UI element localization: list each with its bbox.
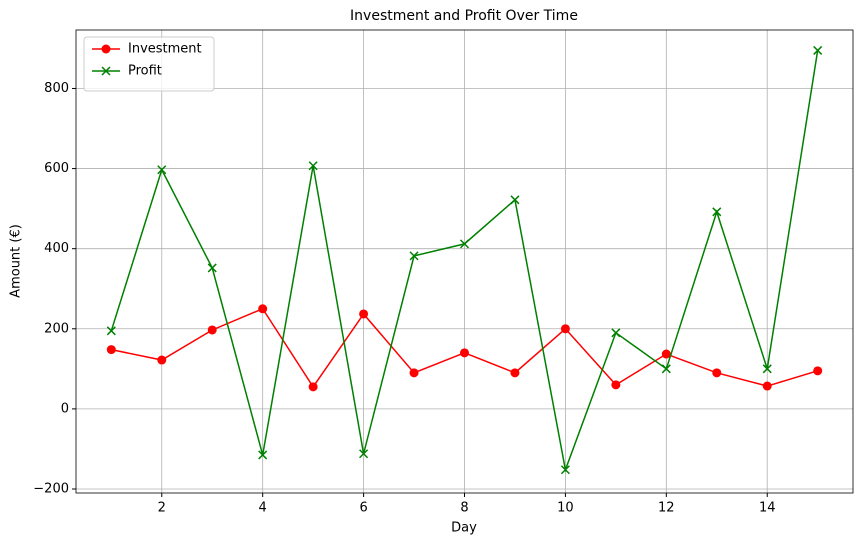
marker: [510, 368, 520, 378]
marker: [258, 450, 268, 460]
marker: [106, 345, 116, 355]
x-tick-label: 10: [557, 501, 574, 516]
marker: [813, 45, 823, 55]
marker: [258, 304, 268, 314]
marker: [459, 239, 470, 249]
y-tick-label: −200: [33, 481, 69, 496]
marker: [762, 381, 772, 391]
marker: [611, 328, 621, 338]
plot-frame: [75, 29, 854, 494]
marker: [101, 66, 111, 76]
marker: [560, 324, 570, 334]
x-tick-label: 8: [460, 501, 468, 516]
x-tick-label: 12: [658, 501, 675, 516]
y-tick-label: 200: [44, 321, 69, 336]
marker: [359, 449, 369, 459]
marker: [813, 366, 823, 376]
marker: [611, 380, 621, 390]
marker: [409, 368, 419, 378]
marker: [157, 355, 167, 365]
marker: [207, 325, 217, 335]
x-tick-label: 2: [158, 501, 166, 516]
marker: [157, 165, 167, 175]
x-tick-label: 4: [259, 501, 267, 516]
marker: [207, 263, 217, 273]
y-tick-label: 400: [44, 241, 69, 256]
x-tick-label: 6: [359, 501, 367, 516]
legend: Investment Profit: [83, 36, 215, 92]
chart-title: Investment and Profit Over Time: [350, 8, 578, 24]
marker: [510, 195, 520, 205]
x-tick-label: 14: [759, 501, 776, 516]
marker: [409, 251, 419, 261]
legend-label: Profit: [128, 64, 162, 79]
marker: [762, 364, 772, 374]
marker: [712, 368, 722, 378]
marker: [712, 207, 722, 217]
x-axis-label: Day: [451, 521, 477, 536]
legend-box: [83, 36, 215, 92]
marker: [106, 326, 116, 336]
marker: [661, 349, 671, 359]
marker: [560, 465, 570, 475]
marker: [101, 44, 111, 54]
legend-label: Investment: [128, 42, 202, 57]
y-tick-label: 0: [61, 401, 69, 416]
y-axis-label: Amount (€): [9, 224, 24, 298]
y-tick-label: 800: [44, 81, 69, 96]
y-tick-label: 600: [44, 161, 69, 176]
marker: [359, 309, 369, 319]
marker: [308, 382, 318, 392]
marker: [308, 161, 318, 171]
marker: [661, 364, 671, 374]
marker: [460, 348, 469, 358]
